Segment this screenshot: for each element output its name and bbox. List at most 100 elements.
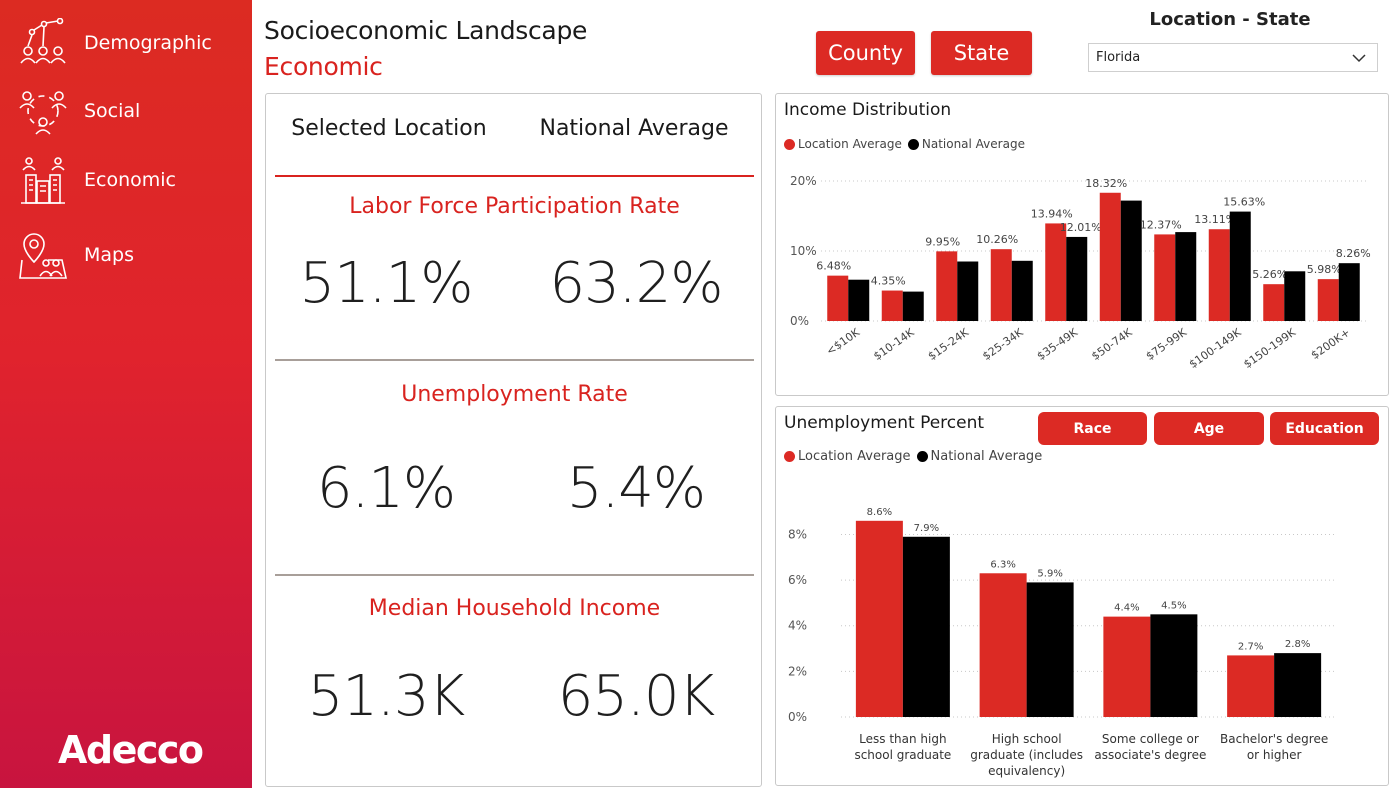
bar-location [990,249,1012,321]
sidebar-item-social[interactable]: Social [16,84,140,138]
page-subtitle: Economic [264,52,383,81]
sidebar-item-economic[interactable]: Economic [16,153,176,207]
sidebar-item-demographic[interactable]: Demographic [16,16,212,70]
median-income-selected-value: 51.3K [307,664,465,729]
data-label: 13.94% [1031,207,1073,220]
section-divider [275,359,754,361]
sidebar-item-label: Maps [84,244,134,266]
y-tick-label: 4% [788,619,807,633]
bar-location [855,520,903,717]
y-tick-label: 6% [788,573,807,587]
bar-location [1154,234,1176,321]
unemployment-national-value: 5.4% [566,456,706,521]
section-divider [275,574,754,576]
bar-location [1317,279,1339,321]
x-tick-label: equivalency) [988,764,1065,778]
data-label: 2.8% [1285,639,1310,650]
bar-national [902,536,950,717]
data-label: 4.4% [1114,603,1139,614]
people-network-icon [16,16,70,70]
y-tick-label: 0% [790,314,809,328]
bar-location [1045,223,1067,321]
location-filter-title: Location - State [1149,9,1311,30]
data-label: 5.26% [1252,268,1287,281]
legend-location: Location Average [784,137,902,151]
bar-location [881,290,903,321]
brand-logo: Adecco [58,728,204,772]
age-button[interactable]: Age [1154,412,1264,445]
y-tick-label: 0% [788,710,807,724]
data-label: 18.32% [1085,177,1127,190]
unemployment-panel: Unemployment Percent Race Age Education … [775,406,1389,786]
bar-national [1011,260,1033,321]
bar-location [1208,229,1230,321]
data-label: 8.6% [867,507,892,518]
sidebar-item-label: Social [84,100,141,122]
social-circle-icon [16,84,70,138]
bar-location [1263,284,1285,321]
x-tick-label: or higher [1247,748,1302,762]
data-label: 5.98% [1307,263,1342,276]
sidebar-item-label: Demographic [84,32,212,54]
x-tick-label: High school [992,732,1062,746]
x-tick-label: $200K+ [1309,326,1353,362]
data-label: 10.26% [976,233,1018,246]
x-tick-label: $15-24K [926,325,972,363]
state-button[interactable]: State [931,31,1032,75]
data-label: 15.63% [1223,196,1265,209]
unemployment-legend: Location Average National Average [784,449,1048,464]
labor-force-selected-value: 51.1% [299,251,474,316]
bar-location [1103,616,1151,717]
unemployment-selected-value: 6.1% [316,456,456,521]
x-tick-label: Bachelor's degree [1220,732,1328,746]
bar-national [1274,653,1322,717]
legend-location: Location Average [784,449,911,464]
x-tick-label: $100-149K [1187,325,1244,371]
bar-national [848,279,870,321]
national-average-header: National Average [539,116,729,141]
y-tick-label: 8% [788,527,807,541]
y-tick-label: 2% [788,664,807,678]
x-tick-label: associate's degree [1094,748,1206,762]
bar-national [957,261,979,321]
x-tick-label: $75-99K [1144,325,1190,363]
x-tick-label: school graduate [854,748,951,762]
income-chart-title: Income Distribution [784,100,952,120]
city-buildings-icon [16,153,70,207]
y-tick-label: 20% [790,174,817,188]
chevron-down-icon [1351,50,1367,70]
data-label: 5.9% [1037,568,1062,579]
bar-location [979,573,1027,717]
bar-national [902,291,924,321]
bar-national [1338,263,1360,321]
education-button[interactable]: Education [1270,412,1379,445]
legend-national: National Average [916,449,1042,464]
bar-location [827,275,849,321]
header-divider [275,175,754,177]
data-label: 13.11% [1194,213,1236,226]
location-dropdown[interactable]: Florida [1088,43,1378,72]
median-income-title: Median Household Income [368,596,661,621]
bar-national [1229,211,1251,321]
income-chart: 0% 10% 20% 6.48% <$10K 4.35% $10-14K 9.95% $15-2… [790,174,1371,371]
bar-national [1150,614,1198,717]
race-button[interactable]: Race [1038,412,1147,445]
x-tick-label: graduate (includes [970,748,1083,762]
legend-national: National Average [907,137,1025,151]
unemployment-chart-title: Unemployment Percent [784,413,985,433]
income-distribution-panel: Income Distribution Location Average Nat… [775,93,1389,396]
stats-panel: Selected Location National Average Labor… [265,93,762,787]
map-pin-icon [16,228,70,282]
y-tick-label: 10% [790,244,817,258]
x-tick-label: Less than high [859,732,946,746]
data-label: 12.01% [1060,221,1102,234]
median-income-national-value: 65.0K [557,664,715,729]
x-tick-label: $50-74K [1089,325,1135,363]
county-button[interactable]: County [816,31,915,75]
x-tick-label: Some college or [1102,732,1199,746]
sidebar-item-maps[interactable]: Maps [16,228,134,282]
data-label: 9.95% [925,235,960,248]
data-label: 6.48% [816,260,851,273]
labor-force-national-value: 63.2% [549,251,724,316]
income-legend: Location Average National Average [784,137,1031,151]
